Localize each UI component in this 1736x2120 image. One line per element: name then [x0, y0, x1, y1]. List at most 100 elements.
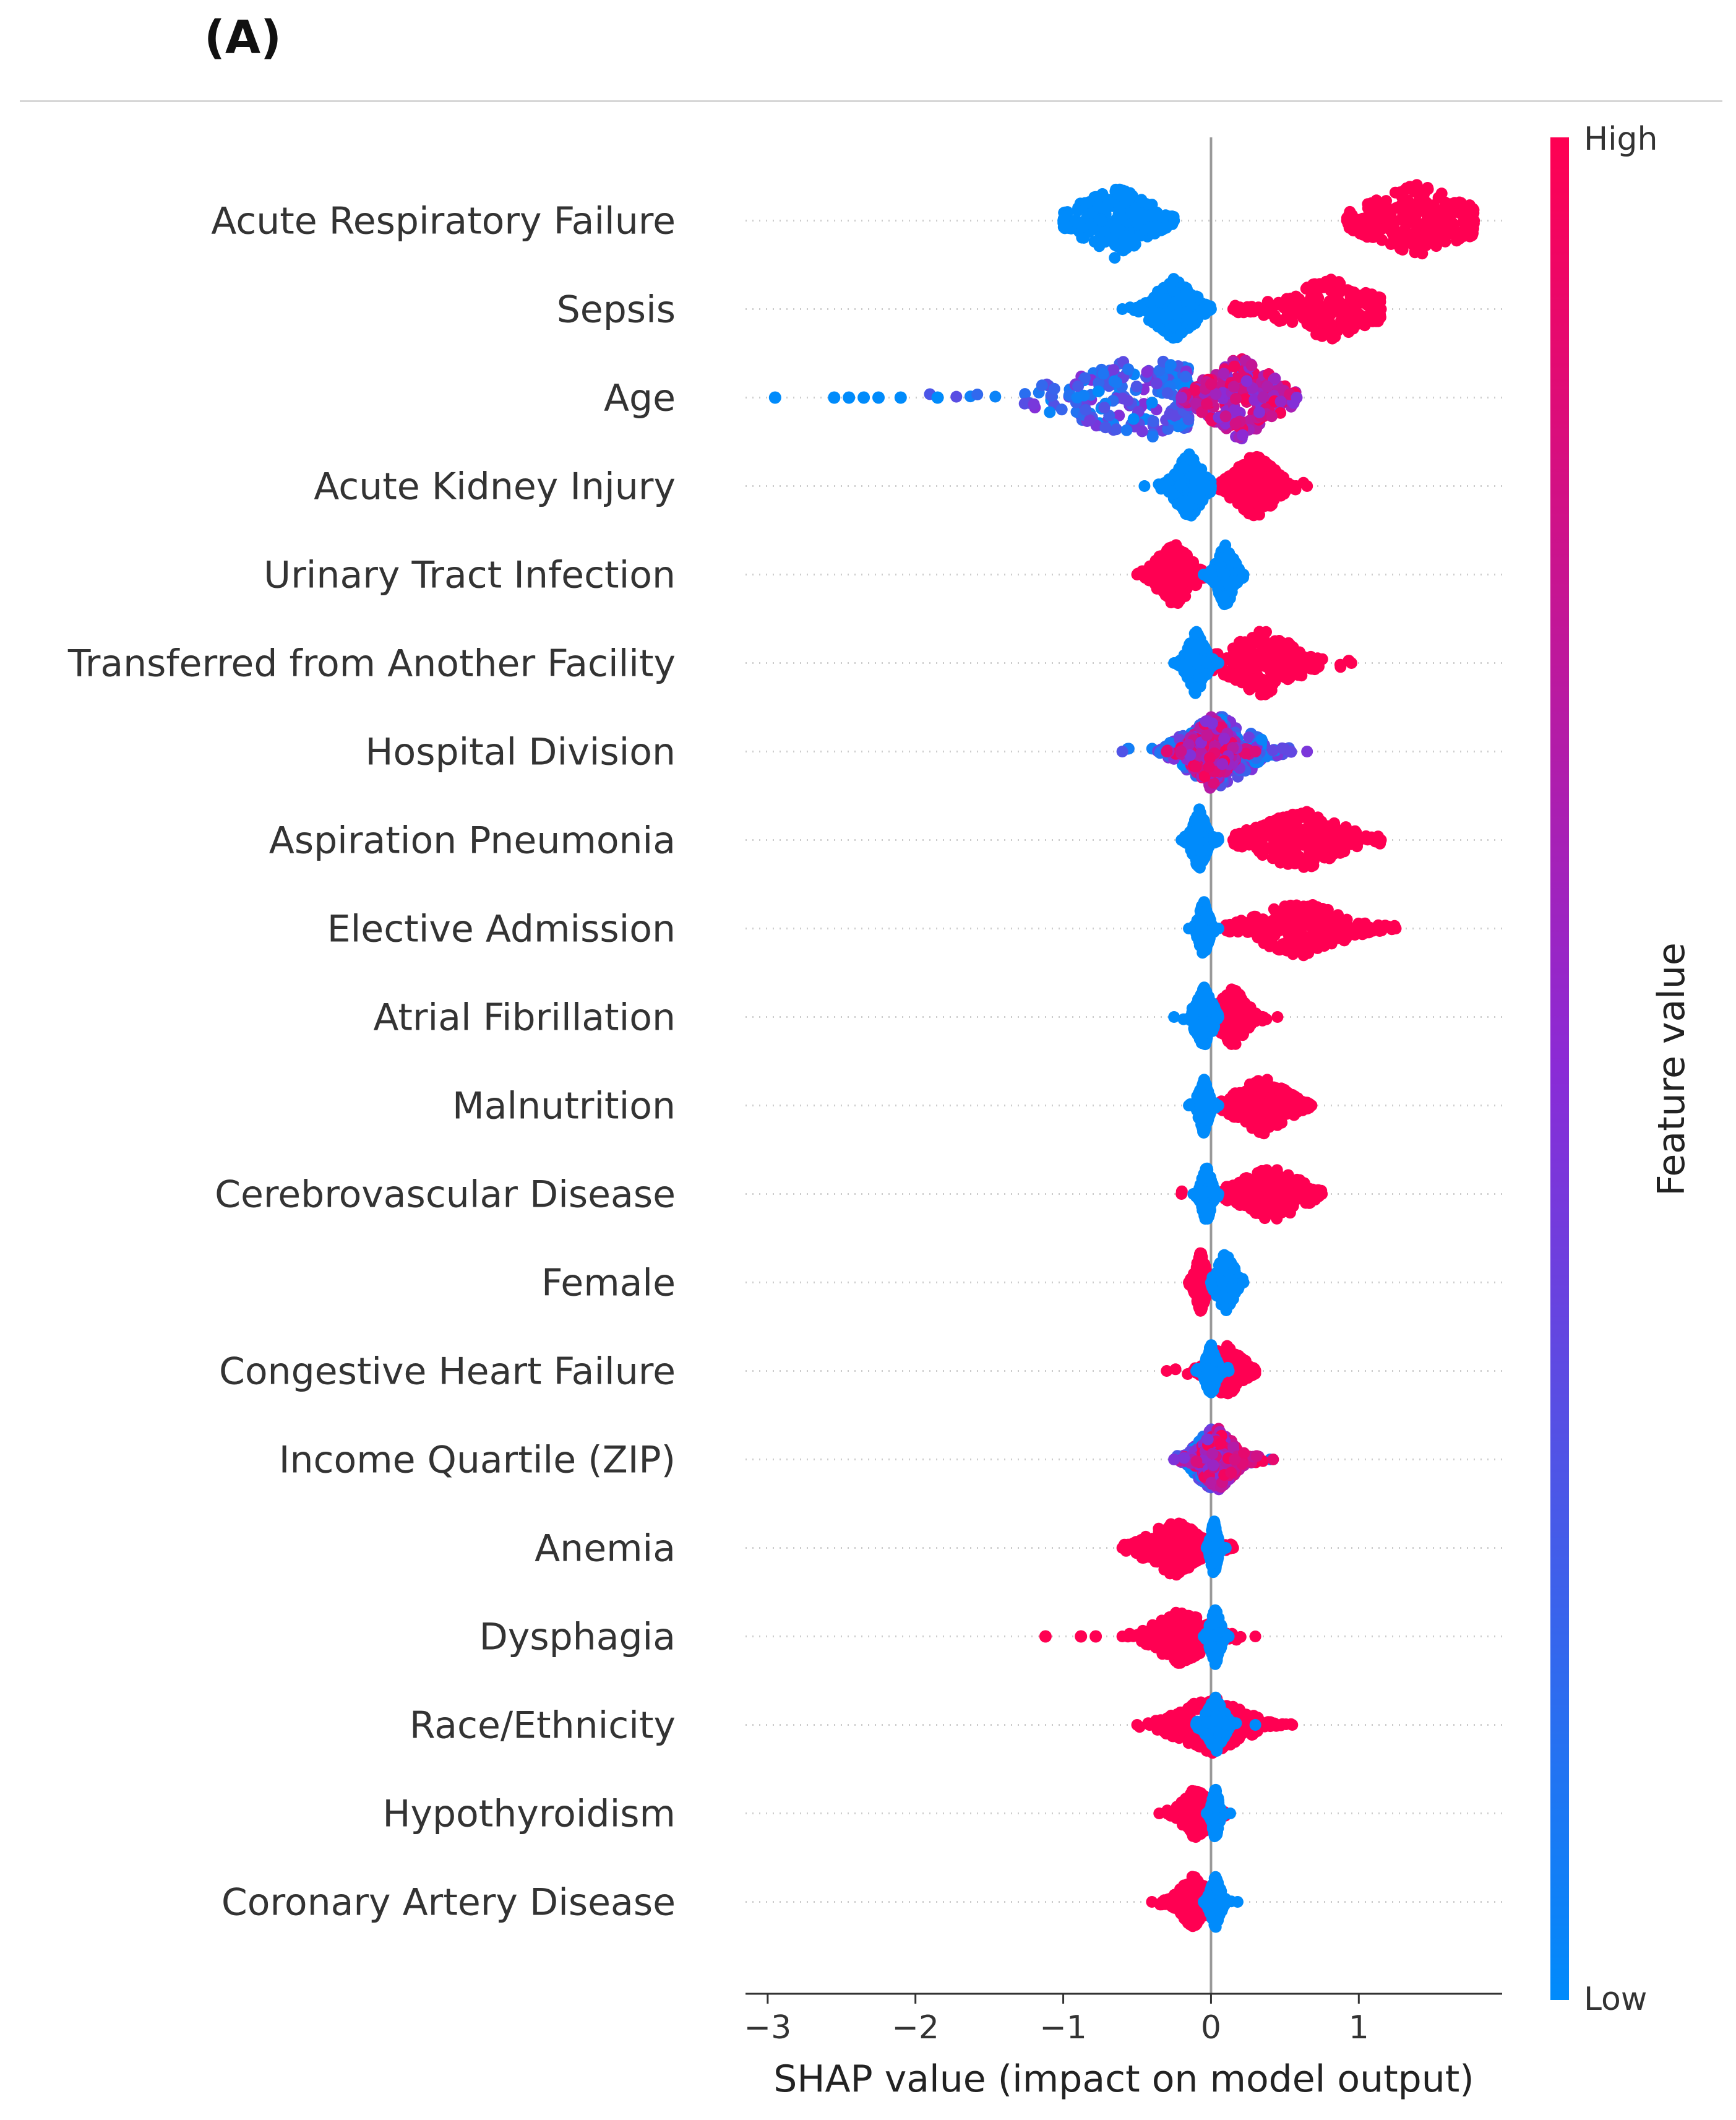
low-value-dot: [1136, 196, 1148, 208]
low-value-dot: [1194, 807, 1206, 819]
high-value-dot: [1297, 838, 1309, 851]
top-divider: [20, 100, 1722, 102]
high-value-dot: [1307, 932, 1320, 944]
low-value-dot: [1190, 681, 1202, 694]
low-value-dot: [1153, 307, 1165, 319]
feature-dots-row: [768, 353, 1303, 445]
high-value-dot: [1453, 196, 1466, 209]
low-value-dot: [1146, 431, 1159, 443]
low-value-dot: [1168, 215, 1180, 226]
high-value-dot: [1242, 459, 1255, 471]
high-value-dot: [1253, 845, 1265, 858]
high-value-dot: [1390, 923, 1402, 934]
low-value-dot: [1205, 480, 1217, 492]
low-value-dot: [1055, 403, 1068, 416]
high-value-dot: [1227, 834, 1239, 846]
feature-dots-row: [1057, 179, 1480, 264]
high-value-dot: [1350, 834, 1362, 847]
high-value-dot: [1244, 652, 1256, 664]
high-value-dot: [1365, 289, 1377, 301]
high-value-dot: [1357, 226, 1370, 238]
high-value-dot: [1257, 391, 1270, 403]
high-value-dot: [1370, 223, 1383, 235]
low-value-dot: [1199, 941, 1211, 953]
high-value-dot: [1170, 539, 1182, 551]
high-value-dot: [1312, 296, 1324, 308]
low-value-dot: [1198, 896, 1210, 908]
high-value-dot: [1396, 244, 1409, 256]
high-value-dot: [1237, 306, 1250, 319]
high-value-dot: [1247, 673, 1259, 686]
high-value-dot: [1190, 761, 1202, 773]
high-value-dot: [1320, 933, 1333, 946]
low-value-dot: [1112, 213, 1124, 225]
low-value-dot: [1178, 462, 1190, 474]
low-value-dot: [1138, 480, 1151, 492]
low-value-dot: [1071, 392, 1083, 403]
low-value-dot: [1127, 413, 1140, 425]
low-value-dot: [1189, 466, 1201, 478]
high-value-dot: [1369, 199, 1381, 211]
low-value-dot: [1111, 376, 1122, 389]
high-value-dot: [1315, 910, 1327, 923]
outlier-dot: [894, 391, 907, 404]
high-value-dot: [1350, 315, 1362, 327]
low-value-dot: [1111, 423, 1122, 436]
outlier-dot: [872, 391, 885, 404]
high-value-dot: [1203, 761, 1215, 773]
low-value-dot: [1098, 402, 1111, 414]
feature-dots-row: [1131, 539, 1250, 611]
low-value-dot: [1168, 657, 1180, 669]
high-value-dot: [1407, 239, 1420, 251]
low-value-dot: [1076, 231, 1088, 244]
high-value-dot: [1270, 906, 1282, 918]
high-value-dot: [1284, 311, 1297, 323]
low-value-dot: [1145, 296, 1157, 308]
high-value-dot: [1218, 368, 1230, 380]
low-value-dot: [1028, 398, 1040, 410]
high-value-dot: [1417, 187, 1430, 199]
high-value-dot: [1219, 410, 1232, 423]
high-value-dot: [1227, 381, 1240, 393]
low-value-dot: [1191, 493, 1203, 505]
low-value-dot: [1057, 215, 1070, 226]
high-value-dot: [1467, 204, 1480, 216]
low-value-dot: [1175, 834, 1188, 846]
high-value-dot: [1468, 215, 1480, 226]
feature-dots-row: [1116, 711, 1313, 794]
high-value-dot: [1297, 306, 1310, 318]
high-value-dot: [1165, 597, 1177, 609]
high-value-dot: [1318, 851, 1331, 864]
low-value-dot: [1097, 368, 1109, 380]
low-value-dot: [1109, 252, 1121, 264]
high-value-dot: [1458, 230, 1470, 242]
feature-dots-row: [1175, 803, 1387, 874]
high-value-dot: [1201, 729, 1213, 741]
beeswarm-dots: [768, 179, 1480, 1933]
high-value-dot: [1230, 393, 1242, 405]
low-value-dot: [1116, 746, 1128, 757]
high-value-dot: [1375, 834, 1387, 846]
high-value-dot: [1268, 842, 1280, 854]
high-value-dot: [1253, 406, 1265, 418]
low-value-dot: [1116, 303, 1128, 315]
high-value-dot: [1229, 654, 1241, 666]
low-value-dot: [1190, 1018, 1202, 1030]
low-value-dot: [1195, 845, 1208, 857]
high-value-dot: [1344, 921, 1356, 934]
low-value-dot: [1173, 420, 1185, 433]
low-value-dot: [1044, 406, 1056, 418]
high-value-dot: [1253, 468, 1265, 480]
high-value-dot: [1277, 811, 1289, 824]
low-value-dot: [1120, 424, 1133, 436]
high-value-dot: [1425, 226, 1438, 239]
high-value-dot: [1161, 746, 1173, 757]
low-value-dot: [1136, 425, 1148, 437]
high-value-dot: [1175, 745, 1187, 757]
high-value-dot: [1418, 217, 1430, 230]
low-value-dot: [1119, 235, 1131, 247]
high-value-dot: [1345, 657, 1357, 669]
low-value-dot: [1237, 569, 1250, 580]
low-value-dot: [1088, 236, 1101, 248]
feature-dots-row: [1183, 896, 1402, 962]
